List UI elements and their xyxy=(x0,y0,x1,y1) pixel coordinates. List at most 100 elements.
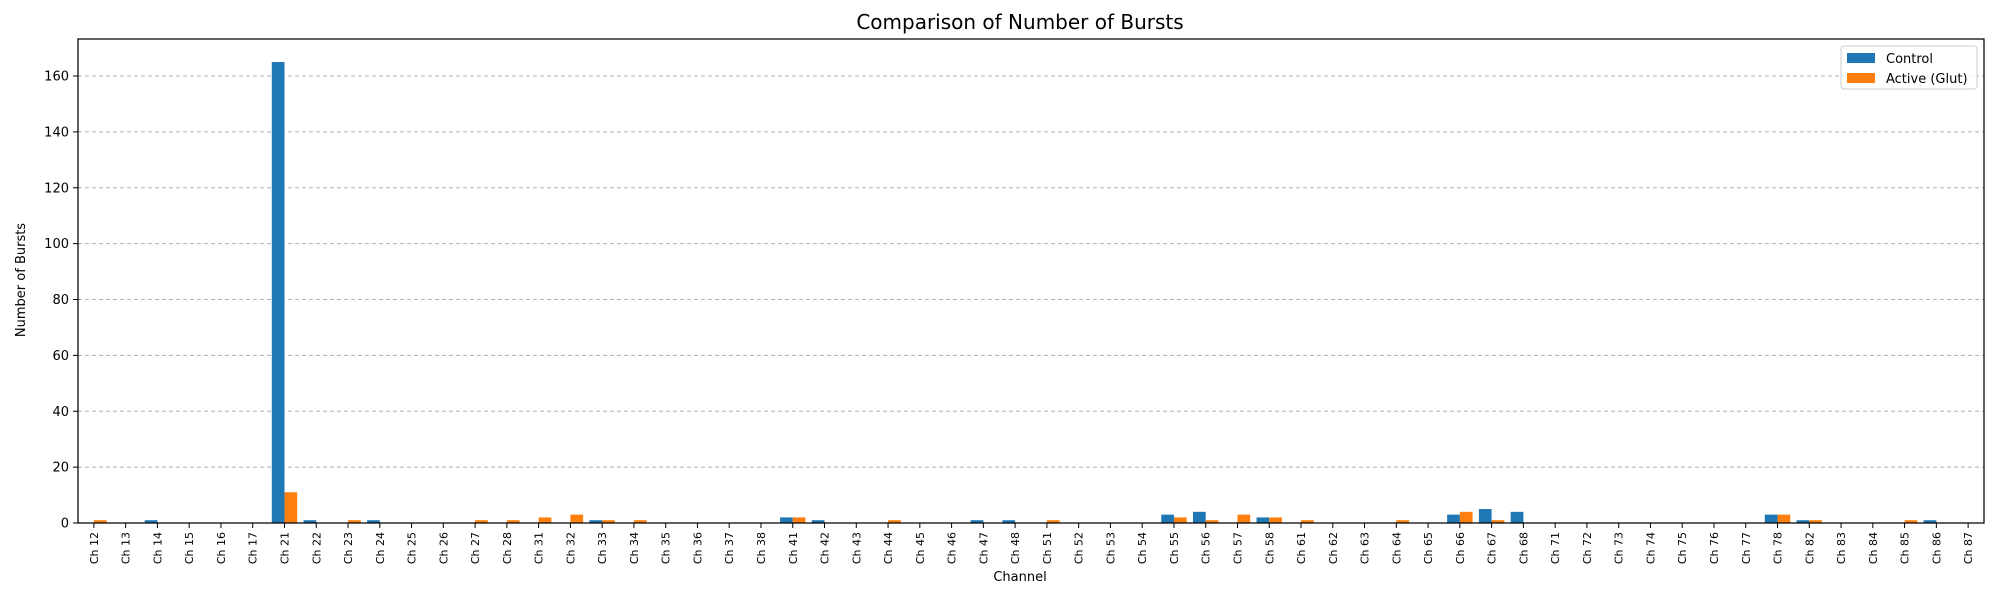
y-tick-label: 100 xyxy=(44,237,69,252)
bar-control xyxy=(1447,514,1460,523)
x-tick-label: Ch 85 xyxy=(1899,532,1912,564)
plot-frame xyxy=(77,38,1985,524)
bar-active-glut- xyxy=(93,520,107,523)
bar-active-glut- xyxy=(506,520,520,523)
x-tick-label: Ch 64 xyxy=(1390,532,1403,564)
x-tick-label: Ch 66 xyxy=(1454,532,1467,564)
bar-active-glut- xyxy=(633,520,647,523)
bar-control xyxy=(780,517,793,523)
chart-title: Comparison of Number of Bursts xyxy=(856,10,1183,34)
bar-control xyxy=(1002,520,1016,523)
x-tick-label: Ch 31 xyxy=(533,532,546,564)
bar-active-glut- xyxy=(1237,514,1251,523)
y-tick-label: 120 xyxy=(44,181,69,196)
gridlines xyxy=(78,75,1984,468)
x-tick-label: Ch 38 xyxy=(755,532,768,564)
y-tick-label: 60 xyxy=(52,349,69,364)
bar-control xyxy=(589,520,603,523)
bar-control xyxy=(1193,511,1206,523)
x-tick-label: Ch 54 xyxy=(1136,532,1149,564)
bar-active-glut- xyxy=(475,520,488,523)
x-tick-label: Ch 82 xyxy=(1803,532,1816,564)
bar-active-glut- xyxy=(348,520,361,523)
bar-control xyxy=(271,62,285,524)
x-tick-label: Ch 42 xyxy=(819,532,832,564)
bar-active-glut- xyxy=(1904,520,1918,523)
x-tick-label: Ch 12 xyxy=(88,532,101,564)
x-tick-label: Ch 27 xyxy=(469,532,482,564)
bar-control xyxy=(1478,509,1492,523)
y-tick-label: 0 xyxy=(61,517,69,532)
bar-control xyxy=(1510,511,1524,523)
x-tick-label: Ch 87 xyxy=(1962,532,1975,564)
x-tick-label: Ch 37 xyxy=(723,532,736,564)
x-tick-label: Ch 24 xyxy=(374,532,387,564)
bar-control xyxy=(1161,514,1174,523)
bar-control xyxy=(1256,517,1270,523)
bar-control xyxy=(1796,520,1810,523)
x-tick-label: Ch 62 xyxy=(1327,532,1340,564)
bar-active-glut- xyxy=(284,492,298,523)
x-tick-label: Ch 23 xyxy=(342,532,355,564)
bar-active-glut- xyxy=(792,517,806,523)
x-tick-label: Ch 75 xyxy=(1676,532,1689,564)
x-tick-label: Ch 83 xyxy=(1835,532,1848,564)
y-axis-label: Number of Bursts xyxy=(14,223,29,337)
bar-control xyxy=(811,520,825,523)
bar-active-glut- xyxy=(1809,520,1822,523)
x-axis: Ch 12 Ch 13 Ch 14 Ch 15 Ch 16 Ch 17 Ch 21 Ch 22… xyxy=(88,523,1975,564)
bar-active-glut- xyxy=(1269,517,1282,523)
bar-control xyxy=(303,520,317,523)
x-tick-label: Ch 36 xyxy=(691,532,704,564)
x-tick-label: Ch 48 xyxy=(1009,532,1022,564)
x-tick-label: Ch 17 xyxy=(247,532,260,564)
x-tick-label: Ch 65 xyxy=(1422,532,1435,564)
x-tick-label: Ch 55 xyxy=(1168,532,1181,564)
x-tick-label: Ch 26 xyxy=(437,532,450,564)
y-tick-label: 40 xyxy=(52,405,69,420)
x-tick-label: Ch 86 xyxy=(1930,532,1943,564)
x-tick-label: Ch 56 xyxy=(1200,532,1213,564)
x-tick-label: Ch 41 xyxy=(787,532,800,564)
x-tick-label: Ch 34 xyxy=(628,532,641,564)
x-tick-label: Ch 28 xyxy=(501,532,514,564)
x-tick-label: Ch 74 xyxy=(1644,532,1657,564)
x-tick-label: Ch 32 xyxy=(564,532,577,564)
x-tick-label: Ch 13 xyxy=(120,532,133,564)
x-tick-label: Ch 47 xyxy=(977,532,990,564)
legend: Control Active (Glut) xyxy=(1840,45,1978,90)
x-tick-label: Ch 61 xyxy=(1295,532,1308,564)
x-tick-label: Ch 22 xyxy=(310,532,323,564)
y-tick-label: 160 xyxy=(44,70,69,85)
bar-control xyxy=(970,520,984,523)
x-tick-label: Ch 58 xyxy=(1263,532,1276,564)
y-axis: 0 20 40 60 80 100 120 140 160 xyxy=(44,70,78,532)
bar-active-glut- xyxy=(1205,520,1219,523)
bar-active-glut- xyxy=(1046,520,1060,523)
x-tick-label: Ch 67 xyxy=(1486,532,1499,564)
x-tick-label: Ch 14 xyxy=(151,532,164,564)
y-tick-label: 20 xyxy=(52,461,69,476)
bars xyxy=(93,62,1937,524)
x-tick-label: Ch 72 xyxy=(1581,532,1594,564)
x-tick-label: Ch 53 xyxy=(1104,532,1117,564)
y-tick-label: 80 xyxy=(52,293,69,308)
x-tick-label: Ch 68 xyxy=(1517,532,1530,564)
x-tick-label: Ch 25 xyxy=(406,532,419,564)
x-tick-label: Ch 84 xyxy=(1867,532,1880,564)
x-tick-label: Ch 52 xyxy=(1073,532,1086,564)
bar-active-glut- xyxy=(1459,511,1473,523)
x-tick-label: Ch 71 xyxy=(1549,532,1562,564)
x-tick-label: Ch 51 xyxy=(1041,532,1054,564)
bar-control xyxy=(144,520,158,523)
x-tick-label: Ch 21 xyxy=(278,532,291,564)
bar-active-glut- xyxy=(602,520,615,523)
x-tick-label: Ch 44 xyxy=(882,532,895,564)
legend-swatch xyxy=(1847,53,1875,63)
legend-swatch xyxy=(1847,73,1875,83)
bar-control xyxy=(367,520,380,523)
x-tick-label: Ch 63 xyxy=(1359,532,1372,564)
bar-active-glut- xyxy=(570,514,584,523)
